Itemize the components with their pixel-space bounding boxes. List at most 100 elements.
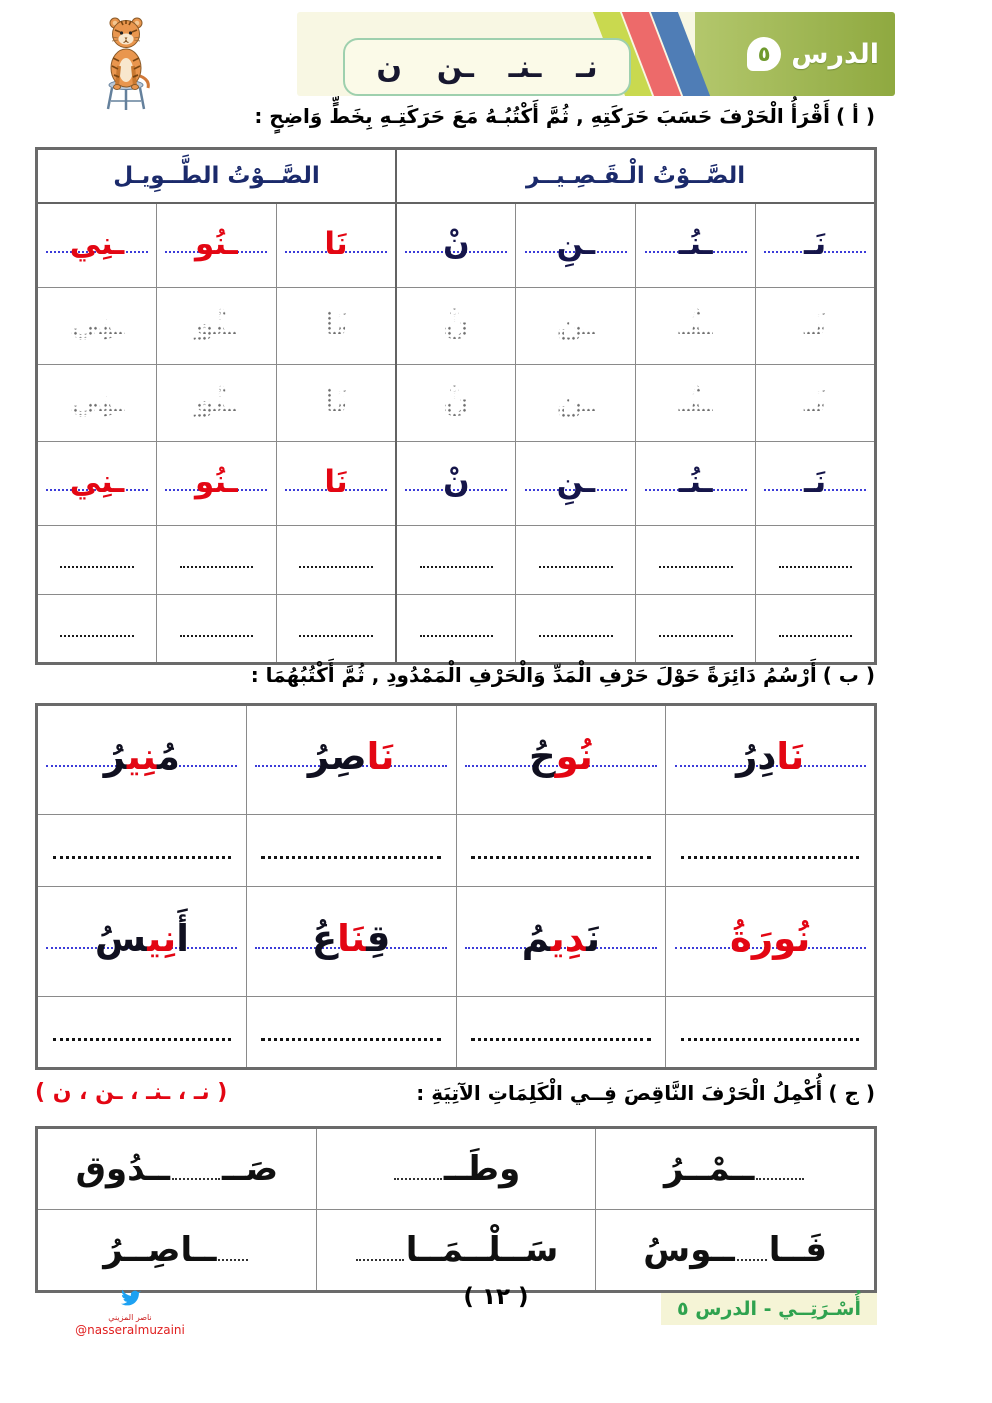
word-cell: نُوحُ (455, 704, 667, 815)
header-banner: الدرس ٥ نـ ـنـ ـن ن (297, 12, 895, 96)
trace-letter: ـنُـ (636, 306, 755, 343)
section-a-instruction: ( أ )أَقْرَأُ الْحَرْفَ حَسَبَ حَرَكَتِه… (120, 104, 875, 128)
letter-sample: نَا (324, 463, 348, 500)
trace-letter: ـنِي (38, 383, 156, 420)
trace-cell: ـنُو (155, 286, 277, 365)
letter-cell: ـنُو (155, 202, 277, 288)
missing-letter-gap (736, 1259, 767, 1261)
writing-line (471, 856, 651, 860)
letter-form-final: ـن (436, 49, 474, 85)
letter-form-medial: ـنـ (508, 49, 542, 85)
blank-cell (36, 593, 157, 664)
letter-sample: ـنُو (195, 463, 238, 500)
word-nadir: نَادِرُ (666, 735, 874, 778)
blank-cell (455, 996, 667, 1069)
writing-baseline (46, 488, 148, 491)
blank-cell (515, 524, 637, 595)
blank-cell (36, 524, 157, 595)
writing-baseline (255, 765, 448, 768)
completion-cell-nasir: ــاصِــرُ (36, 1209, 317, 1292)
missing-letter-table: ــمْــرُ وطَــ صَــ ــدُوق فَــا ــوسُ سَـ… (35, 1126, 877, 1293)
madd-words-table: نَادِرُ نُوحُ نَاصِرُ مُ‍‍نِي‍‍رُ نُورَة… (35, 703, 877, 1070)
word-part-red: نُو (773, 916, 811, 960)
blank-cell (635, 593, 757, 664)
model-letters-row: نَـ ـنُـ ـنِ نْ نَا ـنُو ـنِي (36, 440, 876, 526)
trace-letter: ـنُو (157, 306, 276, 343)
word-fragment: فَــا (768, 1230, 828, 1270)
word-part-red: ‍نَا (337, 916, 367, 960)
blank-writing-row (36, 814, 876, 887)
writing-line (778, 566, 852, 569)
trace-letter: نَـ (756, 306, 874, 343)
model-letters-row: نَـ ـنُـ ـنِ نْ نَا ـنُو ـنِي (36, 202, 876, 288)
writing-line (60, 634, 134, 637)
writing-line (299, 566, 373, 569)
word-cell: مُ‍‍نِي‍‍رُ (36, 704, 247, 815)
section-b-instruction: ( ب )أَرْسُمُ دَائِرَةً حَوْلَ حَرْفِ ال… (120, 663, 875, 687)
word-part: حُ (528, 735, 556, 779)
lesson-badge: الدرس ٥ (747, 37, 879, 71)
writing-line (179, 566, 254, 569)
writing-baseline (285, 488, 387, 491)
lesson-label: الدرس (791, 38, 879, 70)
writing-line (658, 634, 733, 637)
writing-line (471, 1037, 651, 1041)
writing-line (539, 566, 613, 569)
trace-letter: نَا (277, 306, 395, 343)
trace-cell: ـنُـ (635, 363, 757, 442)
letter-cell: نْ (395, 202, 517, 288)
letter-cell: ـنِ (515, 440, 637, 526)
blank-cell (36, 814, 247, 887)
blank-cell (515, 593, 637, 664)
word-part: عُ (311, 916, 338, 960)
writing-line (419, 634, 493, 637)
trace-cell: ـنُـ (635, 286, 757, 365)
trace-cell: نَا (275, 363, 397, 442)
letter-sample: ـنُـ (678, 225, 713, 262)
word-anis: أَنِي‍‍سُ (38, 917, 246, 960)
word-nura: نُورَةُ (666, 917, 874, 960)
completion-cell-watan: وطَــ (315, 1127, 597, 1210)
word-part: رَةُ (730, 916, 774, 960)
letter-sample: نَـ (803, 463, 827, 500)
writing-baseline (255, 946, 448, 949)
blank-cell (36, 996, 247, 1069)
writing-baseline (674, 765, 866, 768)
word-fragment: ــاصِــرُ (103, 1230, 217, 1270)
writing-line (539, 634, 613, 637)
section-c-text-wrap: ( ج )أُكْمِلُ الْحَرْفَ النَّاقِصَ فِــي… (416, 1081, 875, 1105)
tiger-illustration (106, 17, 150, 110)
writing-baseline (674, 946, 866, 949)
section-c-text: أُكْمِلُ الْحَرْفَ النَّاقِصَ فِــي الْك… (416, 1080, 823, 1105)
completion-cell-salman: سَــلْــمَــا (315, 1209, 597, 1292)
trace-cell: ـنِي (36, 363, 157, 442)
letter-cell: نْ (395, 440, 517, 526)
trace-cell: ـنِ (515, 286, 637, 365)
word-part: دِرُ (736, 735, 777, 779)
letter-forms-box: نـ ـنـ ـن ن (343, 38, 631, 96)
word-nadim: نَ‍‍دِي‍‍مُ (457, 917, 666, 960)
writing-baseline (524, 251, 627, 254)
writing-baseline (464, 946, 657, 949)
section-c-instruction: ( ج )أُكْمِلُ الْحَرْفَ النَّاقِصَ فِــي… (35, 1080, 875, 1105)
sound-practice-table: الصَّــوْتُ الْـقَـصِـيــر الصَّــوْتُ ا… (35, 147, 877, 665)
missing-letter-gap (393, 1178, 442, 1180)
writing-line (299, 634, 373, 637)
section-c-label: ( ج ) (828, 1080, 875, 1105)
trace-letter: ـنُو (157, 383, 276, 420)
writing-baseline (764, 488, 866, 491)
word-cell: نَادِرُ (665, 704, 876, 815)
writing-baseline (165, 251, 268, 254)
writing-baseline (644, 488, 747, 491)
writing-line (680, 856, 860, 860)
section-b-text: أَرْسُمُ دَائِرَةً حَوْلَ حَرْفِ الْمَدِ… (250, 663, 817, 687)
word-fragment: سَــلْــمَــا (405, 1230, 559, 1270)
lesson-number: ٥ (747, 37, 782, 71)
trace-cell: نَـ (755, 363, 876, 442)
blank-cell (665, 814, 876, 887)
trace-cell: ـنِ (515, 363, 637, 442)
letter-cell: نَـ (755, 440, 876, 526)
letter-cell: ـنُـ (635, 440, 757, 526)
writing-baseline (464, 765, 657, 768)
trace-letter: نَـ (756, 383, 874, 420)
